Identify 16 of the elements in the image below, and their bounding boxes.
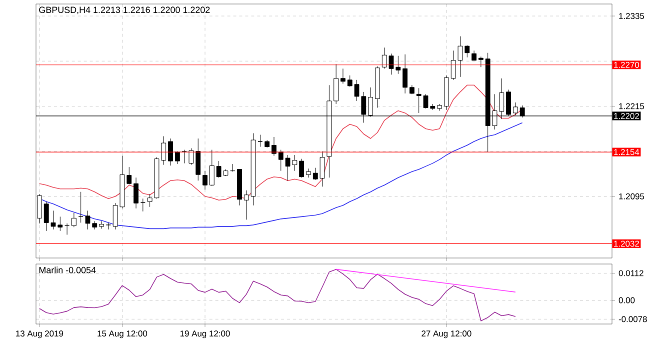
y-tick-label: 0.0112 <box>618 270 644 276</box>
x-tick-label: 27 Aug 12:00 <box>422 330 472 338</box>
y-tick-label: 1.2215 <box>619 103 644 110</box>
chart-title: Marlin -0.0054 <box>39 266 96 274</box>
y-tick-label: 1.2335 <box>619 13 644 20</box>
x-tick-label: 15 Aug 12:00 <box>98 330 148 338</box>
ref-line-label: 1.2202 <box>614 112 639 119</box>
y-tick-label: 0.00 <box>618 297 635 304</box>
y-tick-label: -0.0078 <box>618 316 647 322</box>
ref-line-label: 1.2270 <box>614 62 640 68</box>
y-tick-label: 1.2095 <box>619 193 644 200</box>
ref-line-label: 1.2032 <box>614 240 639 247</box>
ref-line-label: 1.2154 <box>614 149 640 156</box>
x-tick-label: 19 Aug 12:00 <box>180 330 230 338</box>
x-tick-label: 13 Aug 2019 <box>16 330 64 338</box>
chart-title: GBPUSD,H4 1.2213 1.2216 1.2200 1.2202 <box>39 6 210 14</box>
